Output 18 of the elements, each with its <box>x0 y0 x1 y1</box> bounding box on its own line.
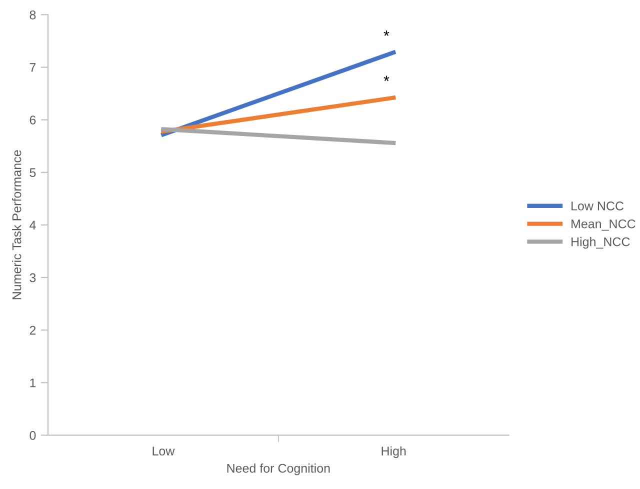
y-tick-label: 2 <box>30 326 36 335</box>
annotation: * <box>384 76 390 82</box>
x-axis-title: Need for Cognition <box>227 464 330 476</box>
y-tick-label: 6 <box>30 116 36 124</box>
legend-label: High_NCC <box>572 237 630 249</box>
y-axis-title: Numeric Task Performance <box>12 150 22 300</box>
y-tick-label: 4 <box>30 220 36 230</box>
annotation: * <box>384 30 390 36</box>
x-tick-label: High <box>382 446 406 458</box>
y-tick-label: 3 <box>30 273 36 282</box>
x-tick-label: Low <box>152 446 175 456</box>
y-tick-label: 7 <box>30 63 36 72</box>
legend-label: Low NCC <box>572 202 624 210</box>
legend-label: Mean_NCC <box>572 219 636 231</box>
y-tick-label: 5 <box>30 168 36 178</box>
y-tick-label: 1 <box>30 378 36 388</box>
y-tick-label: 0 <box>30 431 36 440</box>
y-tick-label: 8 <box>30 10 36 20</box>
